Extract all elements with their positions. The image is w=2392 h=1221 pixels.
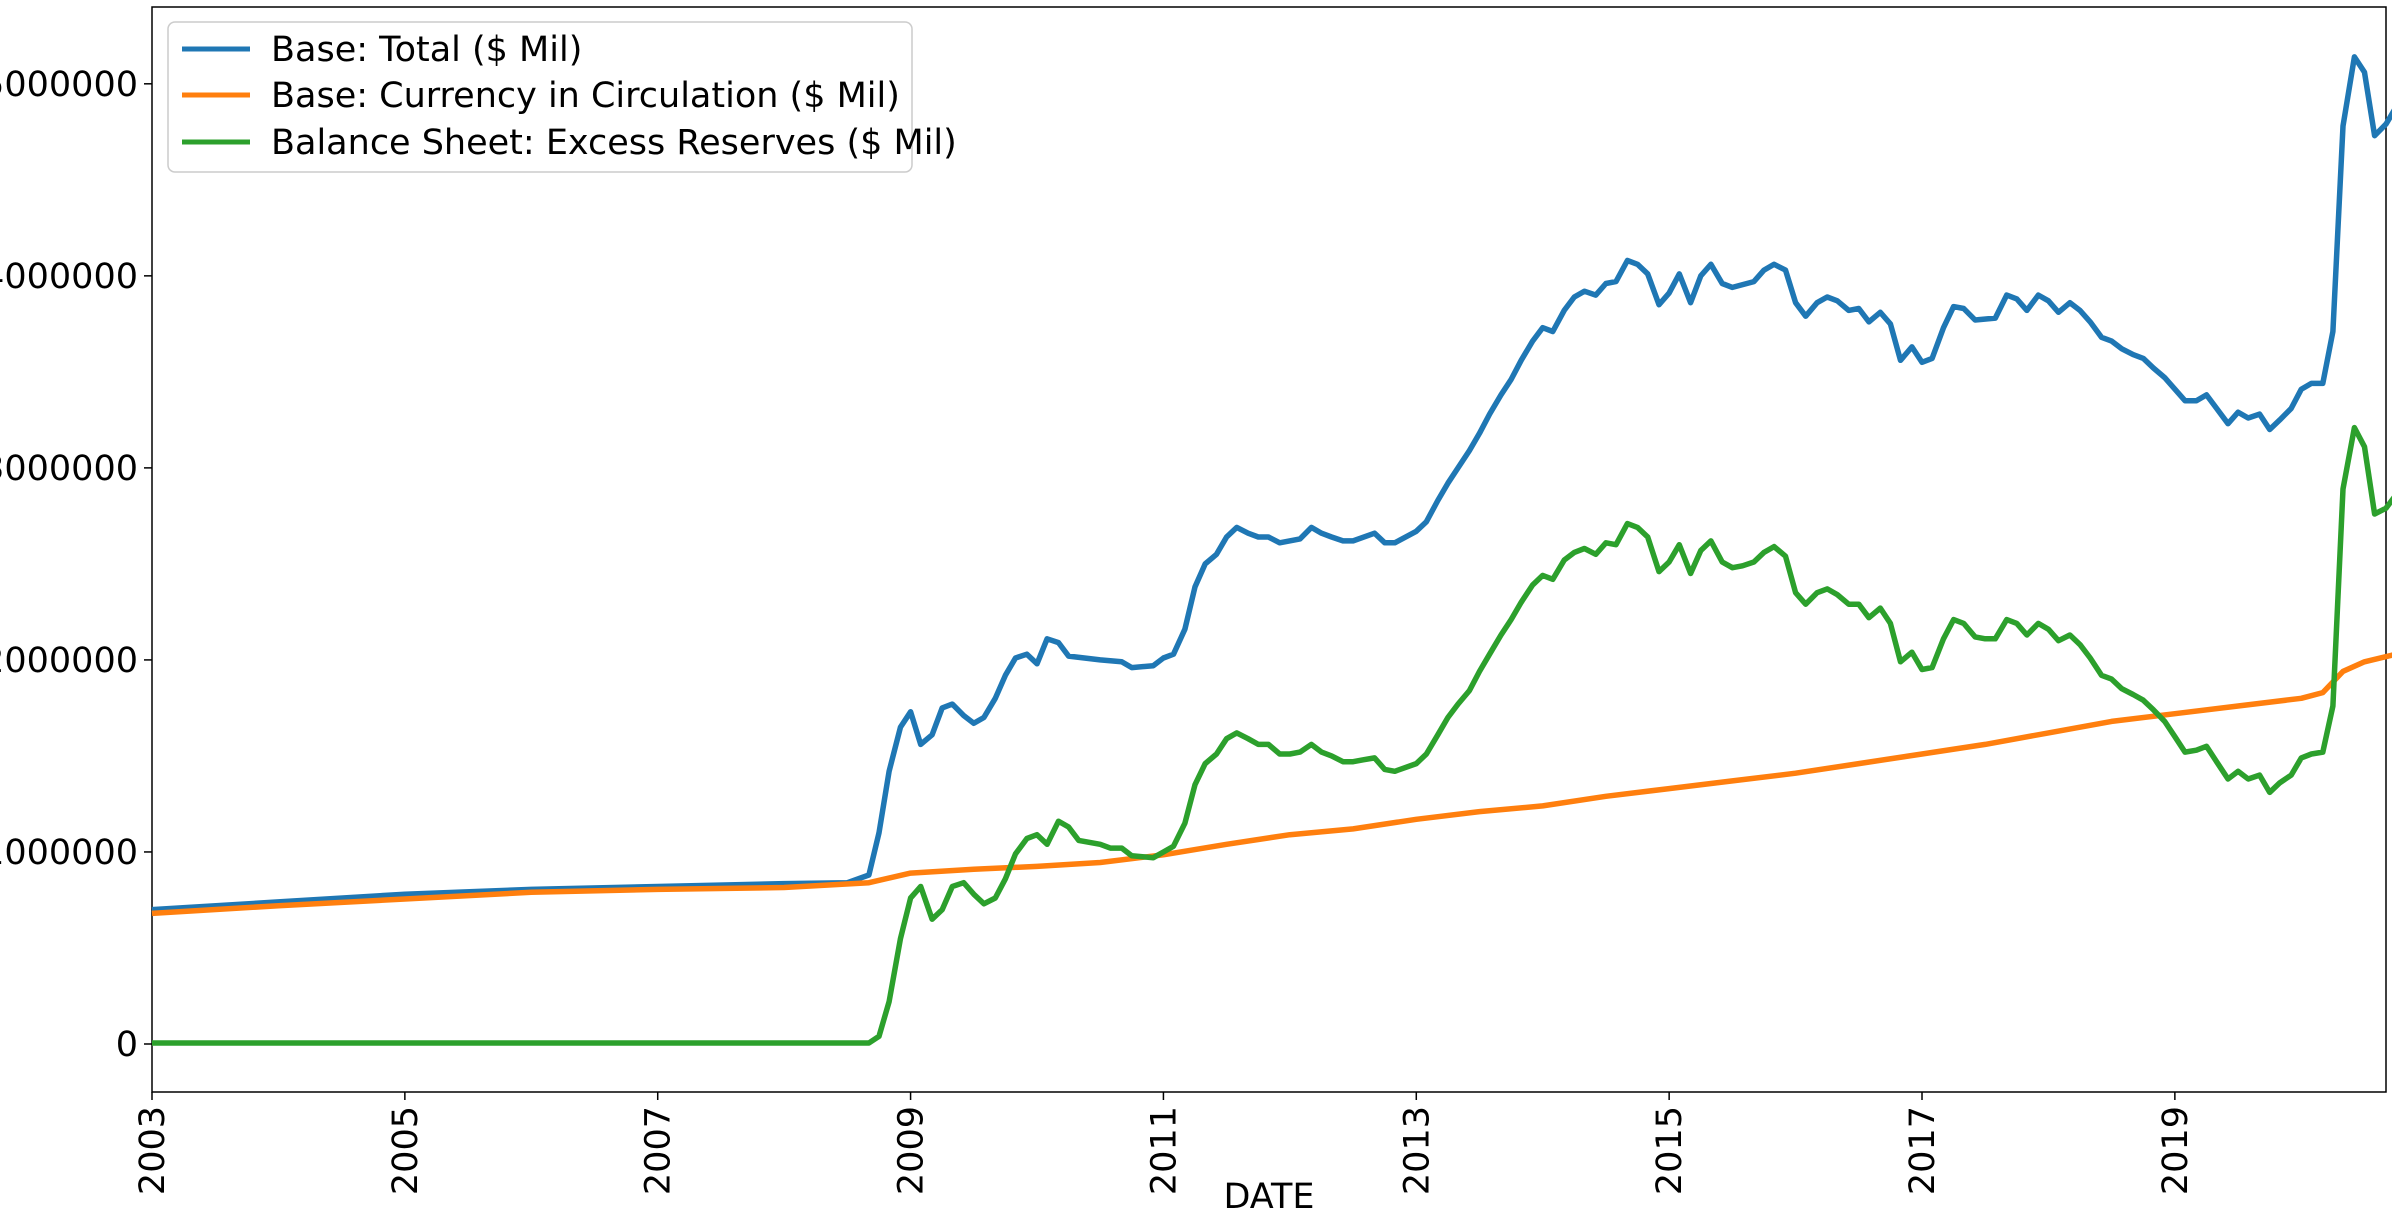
- legend-label-total: Base: Total ($ Mil): [271, 30, 582, 70]
- y-tick-label: 5000000: [0, 65, 138, 105]
- x-axis-label: DATE: [1223, 1177, 1314, 1217]
- x-tick-label: 2011: [1144, 1106, 1184, 1195]
- x-tick-label: 2013: [1397, 1106, 1437, 1195]
- legend-label-excess-reserves: Balance Sheet: Excess Reserves ($ Mil): [271, 123, 957, 163]
- x-tick-label: 2017: [1903, 1106, 1943, 1195]
- plot-frame: [151, 6, 2387, 1093]
- series-line-0: [151, 54, 2392, 913]
- legend-frame: [167, 21, 913, 173]
- series-line-2: [152, 424, 2392, 1046]
- x-tick-label: 2015: [1650, 1106, 1690, 1195]
- x-axis: 2003 2005 2007 2009 2011 2013 2015 2017 2019: [133, 1092, 2196, 1195]
- y-axis: 0 1000000 2000000 3000000 4000000 5000000: [0, 65, 152, 1065]
- x-tick-label: 2009: [892, 1106, 932, 1195]
- legend-label-currency: Base: Currency in Circulation ($ Mil): [271, 76, 900, 116]
- y-tick-label: 0: [116, 1025, 138, 1065]
- x-tick-label: 2007: [639, 1106, 679, 1195]
- series-line-1: [151, 652, 2392, 917]
- legend: Base: Total ($ Mil) Base: Currency in Ci…: [167, 21, 957, 173]
- y-tick-label: 3000000: [0, 449, 138, 489]
- x-tick-label: 2019: [2156, 1106, 2196, 1195]
- x-tick-label: 2003: [133, 1106, 173, 1195]
- x-tick-label: 2005: [386, 1106, 426, 1195]
- y-tick-label: 2000000: [0, 641, 138, 681]
- y-tick-label: 1000000: [0, 833, 138, 873]
- y-tick-label: 4000000: [0, 257, 138, 297]
- plot-area: [151, 6, 2392, 1093]
- series-layer: [151, 54, 2392, 1046]
